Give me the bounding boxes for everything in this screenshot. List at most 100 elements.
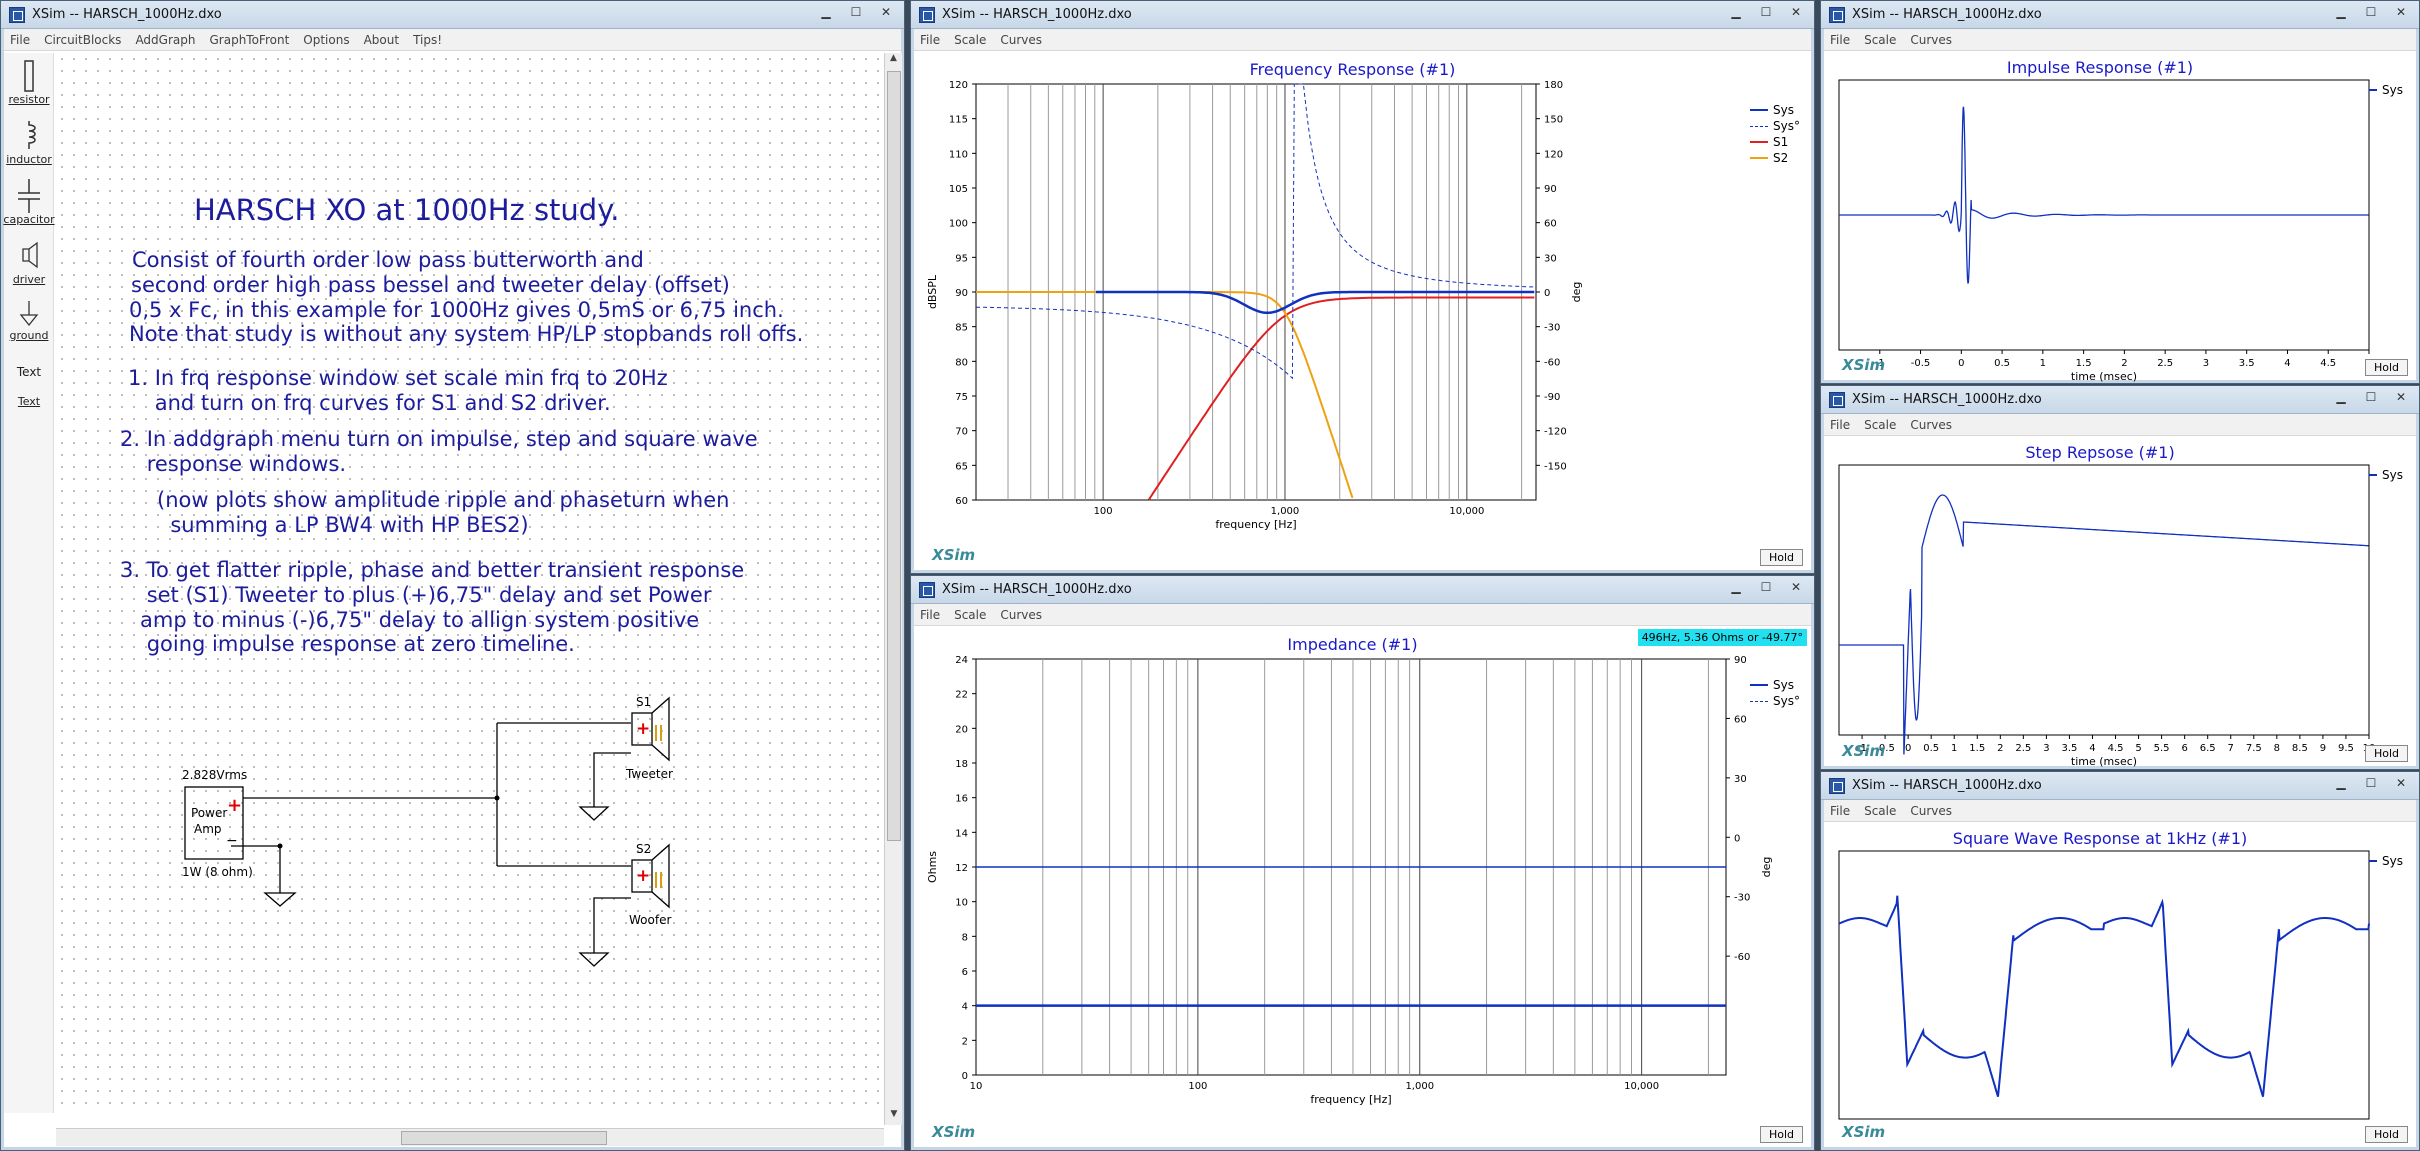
maximize-icon[interactable]: ☐: [2365, 5, 2377, 19]
close-icon[interactable]: ✕: [2395, 5, 2407, 19]
window-title: XSim -- HARSCH_1000Hz.dxo: [942, 7, 1132, 22]
imp-plot-area[interactable]: Impedance (#1) 496Hz, 5.36 Ohms or -49.7…: [914, 627, 1811, 1147]
menu-file[interactable]: File: [10, 32, 31, 47]
menu-circuitblocks[interactable]: CircuitBlocks: [44, 32, 122, 47]
maximize-icon[interactable]: ☐: [2365, 390, 2377, 404]
legend-sys: Sys: [2369, 82, 2403, 98]
x-axis-label: time (msec): [2071, 370, 2137, 382]
menu-file[interactable]: File: [920, 607, 941, 622]
step-titlebar[interactable]: XSim -- HARSCH_1000Hz.dxo ▁ ☐ ✕: [1821, 386, 2419, 414]
hold-button[interactable]: Hold: [1759, 1126, 1803, 1143]
tool-text[interactable]: Text: [16, 365, 42, 379]
amp-rating: 1W (8 ohm): [182, 865, 253, 879]
impulse-plot-area[interactable]: Impulse Response (#1) -1 -0.5 0 0.5 1 1.5 2 2.5…: [1824, 52, 2416, 382]
legend-sys: Sys: [2369, 467, 2403, 483]
menu-options[interactable]: Options: [303, 32, 350, 47]
maximize-icon[interactable]: ☐: [1760, 5, 1772, 19]
xsim-logo: XSim: [932, 546, 976, 564]
tool-text-link[interactable]: Text: [17, 395, 41, 408]
square-plot-area[interactable]: Square Wave Response at 1kHz (#1) Sys XS…: [1824, 823, 2416, 1147]
x-tick-label: 9.5: [2338, 743, 2354, 754]
horizontal-scrollbar[interactable]: [56, 1128, 884, 1146]
hold-button[interactable]: Hold: [2364, 1126, 2408, 1143]
menu-file[interactable]: File: [1830, 803, 1851, 818]
freq-plot-area[interactable]: Frequency Response (#1) 120 115 110 105 100 9…: [914, 52, 1811, 570]
menu-graphtofront[interactable]: GraphToFront: [209, 32, 290, 47]
close-icon[interactable]: ✕: [880, 5, 892, 19]
square-wave-graph: [1838, 850, 2370, 1120]
xsim-app-icon: [1829, 391, 1845, 408]
minimize-icon[interactable]: ▁: [2336, 5, 2346, 19]
scroll-up-arrow[interactable]: ▲: [890, 53, 897, 63]
scroll-down-arrow[interactable]: ▼: [890, 1109, 898, 1119]
menu-curves[interactable]: Curves: [1000, 32, 1043, 47]
y2-tick-label: -30: [1544, 323, 1560, 334]
x-tick-label: 3.5: [2239, 358, 2255, 369]
maximize-icon[interactable]: ☐: [1760, 580, 1772, 594]
s1-driver-cone: [651, 696, 670, 762]
minimize-icon[interactable]: ▁: [2336, 390, 2346, 404]
close-icon[interactable]: ✕: [1790, 5, 1802, 19]
tool-ground[interactable]: ground: [10, 299, 48, 342]
legend-s2: S2: [1750, 150, 1800, 166]
minimize-icon[interactable]: ▁: [1731, 580, 1741, 594]
maximize-icon[interactable]: ☐: [2365, 776, 2377, 790]
y2-tick-label: -150: [1544, 461, 1567, 472]
menu-file[interactable]: File: [1830, 417, 1851, 432]
study-heading: HARSCH XO at 1000Hz study.: [194, 193, 620, 227]
note-line-1: (now plots show amplitude ripple and pha…: [157, 488, 730, 512]
minimize-icon[interactable]: ▁: [2336, 776, 2346, 790]
close-icon[interactable]: ✕: [2395, 390, 2407, 404]
x-tick-label: 4: [2089, 743, 2095, 754]
menu-curves[interactable]: Curves: [1910, 32, 1953, 47]
s1-curve: [1147, 296, 1535, 501]
menu-scale[interactable]: Scale: [1864, 32, 1897, 47]
y-tick-label: 85: [955, 323, 968, 334]
impulse-titlebar[interactable]: XSim -- HARSCH_1000Hz.dxo ▁ ☐ ✕: [1821, 1, 2419, 29]
hold-button[interactable]: Hold: [2364, 359, 2408, 376]
close-icon[interactable]: ✕: [2395, 776, 2407, 790]
menu-about[interactable]: About: [363, 32, 400, 47]
y2-tick-label: 120: [1544, 149, 1563, 160]
step-plot-area[interactable]: Step Repsose (#1) -1 -0.5 0 0.5 1 1.5 2 2.5 3 3.5…: [1824, 437, 2416, 767]
minimize-icon[interactable]: ▁: [821, 5, 831, 19]
menu-curves[interactable]: Curves: [1910, 417, 1953, 432]
menu-file[interactable]: File: [1830, 32, 1851, 47]
menu-file[interactable]: File: [920, 32, 941, 47]
tool-driver[interactable]: driver: [10, 239, 48, 286]
close-icon[interactable]: ✕: [1790, 580, 1802, 594]
freq-titlebar[interactable]: XSim -- HARSCH_1000Hz.dxo ▁ ☐ ✕: [911, 1, 1814, 29]
sys-curve: [1838, 895, 2370, 1097]
step1-line-2: and turn on frq curves for S1 and S2 dri…: [128, 391, 611, 415]
imp-titlebar[interactable]: XSim -- HARSCH_1000Hz.dxo ▁ ☐ ✕: [911, 576, 1814, 604]
menu-scale[interactable]: Scale: [1864, 417, 1897, 432]
menu-addgraph[interactable]: AddGraph: [135, 32, 196, 47]
hold-button[interactable]: Hold: [2364, 745, 2408, 762]
menu-scale[interactable]: Scale: [954, 32, 987, 47]
impedance-window: XSim -- HARSCH_1000Hz.dxo ▁ ☐ ✕ File Scale C…: [910, 575, 1815, 1151]
minimize-icon[interactable]: ▁: [1731, 5, 1741, 19]
menu-scale[interactable]: Scale: [1864, 803, 1897, 818]
tool-resistor[interactable]: resistor: [8, 59, 50, 106]
hold-button[interactable]: Hold: [1759, 549, 1803, 566]
maximize-icon[interactable]: ☐: [850, 5, 862, 19]
square-titlebar[interactable]: XSim -- HARSCH_1000Hz.dxo ▁ ☐ ✕: [1821, 772, 2419, 800]
s1-label: S1: [636, 695, 652, 709]
sys-curve: [1839, 106, 2369, 284]
hscroll-thumb[interactable]: [401, 1131, 607, 1145]
editor-titlebar[interactable]: XSim -- HARSCH_1000Hz.dxo ▁ ☐ ✕: [1, 1, 904, 29]
xsim-app-icon: [919, 581, 935, 598]
tool-capacitor[interactable]: capacitor: [3, 179, 55, 226]
s2-label: S2: [636, 842, 652, 856]
y-tick-label: 18: [955, 759, 968, 770]
menu-curves[interactable]: Curves: [1000, 607, 1043, 622]
y-tick-label: 90: [955, 288, 968, 299]
vertical-scrollbar[interactable]: ▲ ▼: [884, 53, 902, 1125]
y-tick-label: 2: [962, 1036, 968, 1047]
menu-scale[interactable]: Scale: [954, 607, 987, 622]
circuit-canvas[interactable]: HARSCH XO at 1000Hz study. Consist of fo…: [56, 53, 884, 1108]
scroll-thumb[interactable]: [887, 71, 901, 841]
tool-inductor[interactable]: inductor: [6, 119, 52, 166]
menu-tips[interactable]: Tips!: [413, 32, 443, 47]
menu-curves[interactable]: Curves: [1910, 803, 1953, 818]
